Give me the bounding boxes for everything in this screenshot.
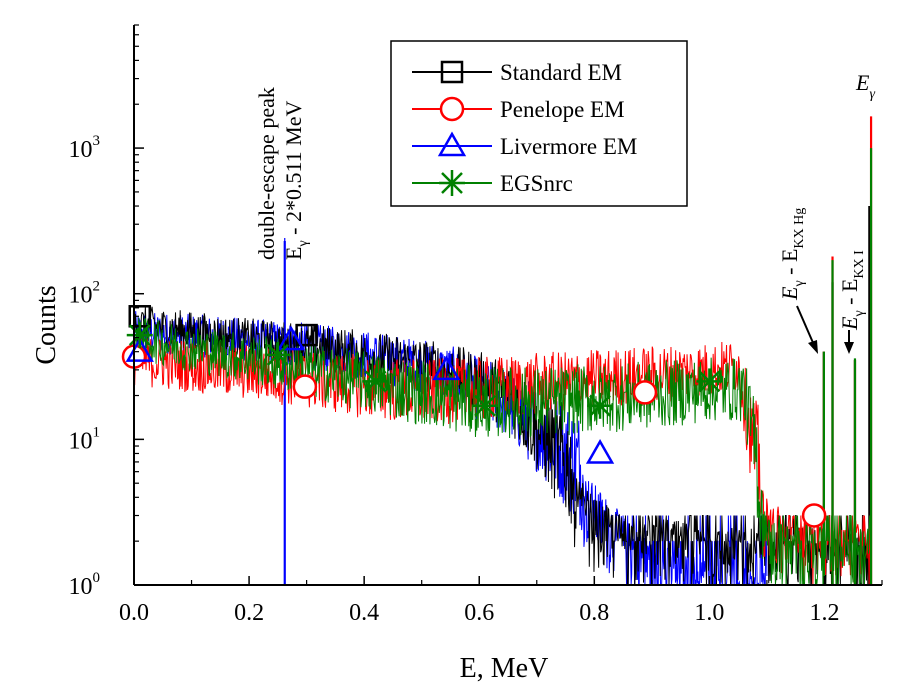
marker-egsnrc-0: [126, 322, 153, 349]
marker-livermore-em-2: [432, 355, 461, 381]
x-tick-label-0.0: 0.0: [119, 600, 149, 626]
marker-egsnrc-5: [696, 368, 723, 395]
arrow-kx-hg: [796, 305, 815, 346]
marker-penelope-em-3: [801, 503, 827, 528]
arrowhead-kx-hg: [808, 340, 818, 354]
x-tick-label-0.8: 0.8: [579, 600, 609, 626]
legend-marker-penelope-em: [439, 96, 465, 122]
legend-label-egsnrc: EGSnrc: [500, 171, 573, 196]
legend-label-standard-em: Standard EM: [500, 60, 622, 85]
series-line-egsnrc: [134, 317, 871, 585]
marker-egsnrc-4: [587, 392, 614, 419]
legend-marker-egsnrc: [439, 170, 465, 196]
y-tick-label-3: 103: [69, 133, 101, 163]
legend-marker-standard-em: [440, 60, 464, 84]
y-tick-label-1: 101: [69, 424, 101, 454]
marker-egsnrc-3: [471, 392, 498, 419]
x-axis-title: E, MeV: [460, 653, 549, 684]
marker-egsnrc-2: [362, 368, 389, 395]
annotation-double-escape-line1: double-escape peak: [254, 87, 279, 260]
axes: [133, 25, 882, 586]
marker-livermore-em-3: [585, 438, 615, 464]
x-ticks: 0.0 0.2 0.4 0.6 0.8 1.0 1.2: [119, 576, 883, 626]
x-tick-label-0.2: 0.2: [234, 600, 264, 626]
legend-label-penelope-em: Penelope EM: [500, 97, 625, 122]
y-tick-label-2: 102: [69, 279, 101, 309]
annotation-kx-i: Eγ - EKX I: [837, 250, 867, 331]
marker-egsnrc-1: [264, 341, 291, 368]
annotation-double-escape-line2: Eγ - 2*0.511 MeV: [281, 101, 311, 260]
legend: Standard EM Penelope EM Livermore EM EGSnrc: [390, 40, 688, 207]
legend-item-penelope-em: Penelope EM: [412, 96, 625, 122]
marker-standard-em-1: [295, 323, 318, 347]
marker-layer: [121, 305, 827, 528]
x-tick-label-0.4: 0.4: [349, 600, 379, 626]
y-axis-title: Counts: [31, 285, 62, 364]
x-tick-label-1.2: 1.2: [809, 600, 839, 626]
x-tick-label-0.6: 0.6: [464, 600, 494, 626]
marker-penelope-em-1: [292, 374, 318, 399]
legend-marker-livermore-em: [437, 131, 467, 157]
annotation-e-gamma: Eγ: [855, 70, 875, 102]
annotation-kx-hg: Eγ - EKX Hg: [777, 208, 807, 301]
x-tick-label-1.0: 1.0: [694, 600, 724, 626]
y-tick-label-0: 100: [69, 570, 101, 600]
annotations: double-escape peak Eγ - 2*0.511 MeV Eγ E…: [254, 70, 875, 354]
series-layer: [134, 116, 873, 585]
marker-penelope-em-2: [632, 380, 658, 405]
arrowhead-kx-i: [844, 342, 854, 354]
legend-label-livermore-em: Livermore EM: [500, 134, 637, 159]
legend-box: [390, 40, 688, 207]
y-ticks: 100 101 102 103: [69, 24, 144, 600]
series-line-standard-em: [134, 306, 871, 585]
legend-item-egsnrc: EGSnrc: [412, 170, 573, 196]
legend-item-livermore-em: Livermore EM: [412, 131, 637, 159]
legend-item-standard-em: Standard EM: [412, 60, 622, 85]
